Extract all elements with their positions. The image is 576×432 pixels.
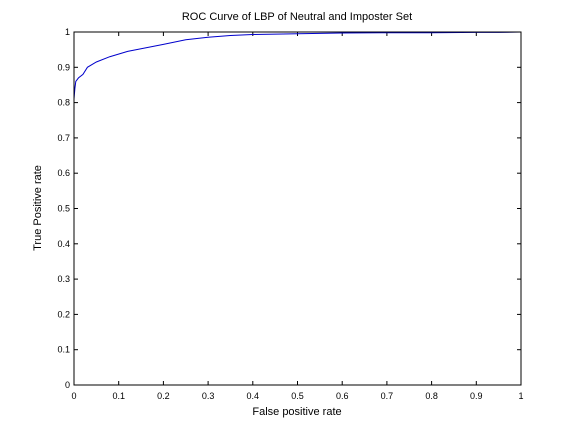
y-axis-label: True Positive rate	[32, 165, 44, 251]
y-tick-label: 0.1	[57, 345, 70, 355]
y-tick-label: 0	[65, 380, 70, 390]
y-tick-label: 0.3	[57, 274, 70, 284]
y-tick-label: 1	[65, 27, 70, 37]
plot-frame	[73, 31, 522, 386]
x-tick-label: 0	[71, 391, 76, 401]
y-tick-label: 0.9	[57, 62, 70, 72]
x-tick-label: 0.8	[425, 391, 438, 401]
y-tick-label: 0.2	[57, 309, 70, 319]
x-tick-label: 0.4	[247, 391, 260, 401]
y-tick-label: 0.7	[57, 133, 70, 143]
y-tick-label: 0.6	[57, 168, 70, 178]
x-tick-label: 0.1	[112, 391, 125, 401]
x-tick-label: 0.7	[381, 391, 394, 401]
x-tick-label: 1	[518, 391, 523, 401]
x-tick-label: 0.5	[291, 391, 304, 401]
x-tick-label: 0.9	[470, 391, 483, 401]
x-tick-label: 0.6	[336, 391, 349, 401]
y-tick-label: 0.5	[57, 204, 70, 214]
x-axis-label: False positive rate	[252, 406, 341, 418]
x-tick-label: 0.3	[202, 391, 215, 401]
y-tick-label: 0.4	[57, 239, 70, 249]
chart-title: ROC Curve of LBP of Neutral and Imposter…	[182, 11, 412, 23]
x-tick-label: 0.2	[157, 391, 170, 401]
series-layer	[73, 31, 522, 385]
y-tick-label: 0.8	[57, 98, 70, 108]
ticks-layer: 0 0.1 0.2 0.3 0.4 0.5 0.6 0.7 0.8 0.9 1 0 0.1 0.2 0.3 0…	[57, 27, 523, 401]
roc-curve-line	[73, 31, 522, 385]
